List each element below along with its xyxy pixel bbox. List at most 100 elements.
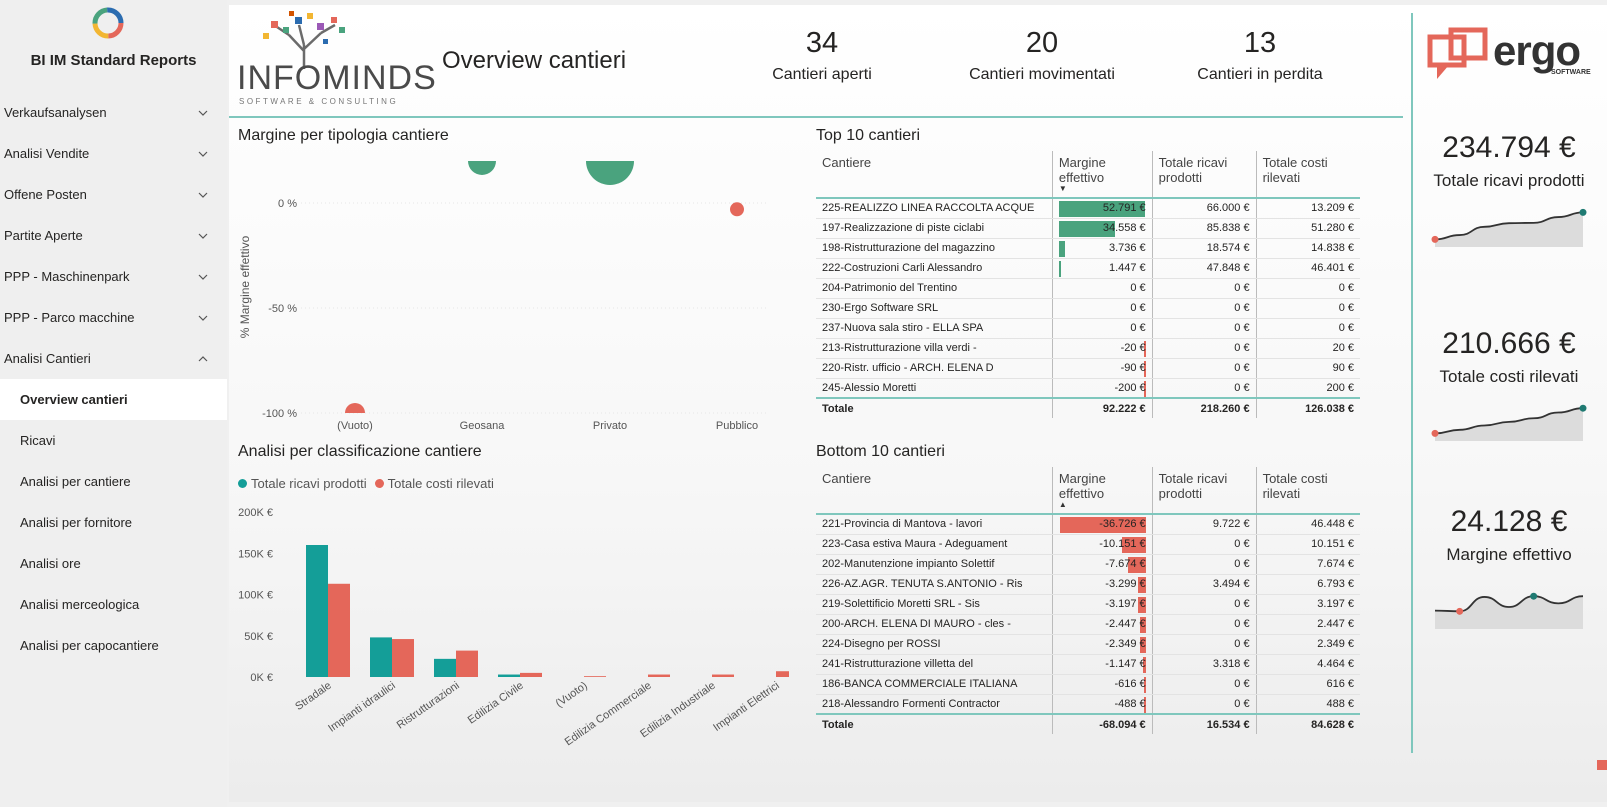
bar-costi[interactable] bbox=[328, 583, 350, 677]
bottom10-table: Cantiere Margine effettivo ▲ Totale ricavi … bbox=[816, 467, 1360, 734]
table-header-row: Cantiere Margine effettivo ▼ Totale ricavi … bbox=[816, 151, 1360, 199]
legend-label: Totale costi rilevati bbox=[387, 476, 494, 491]
bar-costi[interactable] bbox=[392, 639, 414, 677]
y-tick-label: 100K € bbox=[238, 590, 273, 602]
table-row[interactable]: 245-Alessio Moretti -200 € 0 €200 € bbox=[816, 378, 1360, 399]
header-divider bbox=[229, 116, 1403, 118]
cell-costi: 3.197 € bbox=[1255, 594, 1360, 615]
table-row[interactable]: 223-Casa estiva Maura - Adeguament -10.15… bbox=[816, 534, 1360, 555]
nav-section-partite-aperte[interactable]: Partite Aperte bbox=[0, 215, 227, 256]
bar-costi[interactable] bbox=[520, 672, 542, 677]
nav-section-ppp-parco-macchine[interactable]: PPP - Parco macchine bbox=[0, 297, 227, 338]
table-row[interactable]: 213-Ristrutturazione villa verdi - -20 € 0… bbox=[816, 338, 1360, 359]
column-header[interactable]: Totale ricavi prodotti bbox=[1151, 151, 1257, 199]
table-row[interactable]: 200-ARCH. ELENA DI MAURO - cles - -2.447 … bbox=[816, 614, 1360, 635]
card-label: Totale costi rilevati bbox=[1439, 367, 1579, 386]
nav-item-analisi-ore[interactable]: Analisi ore bbox=[0, 543, 227, 584]
nav-section-ppp-maschinenpark[interactable]: PPP - Maschinenpark bbox=[0, 256, 227, 297]
table-row[interactable]: 226-AZ.AGR. TENUTA S.ANTONIO - Ris -3.299… bbox=[816, 574, 1360, 595]
bar-costi[interactable] bbox=[648, 674, 670, 677]
column-header[interactable]: Totale ricavi prodotti bbox=[1151, 467, 1257, 515]
bar-ricavi[interactable] bbox=[370, 637, 392, 677]
nav-item-ricavi[interactable]: Ricavi bbox=[0, 420, 227, 461]
cell-ricavi: 0 € bbox=[1151, 338, 1257, 359]
table-row[interactable]: 204-Patrimonio del Trentino 0 €0 €0 € bbox=[816, 278, 1360, 299]
table-row[interactable]: 202-Manutenzione impianto Solettif -7.674… bbox=[816, 554, 1360, 575]
table-row[interactable]: 222-Costruzioni Carli Alessandro 1.447 € 4… bbox=[816, 258, 1360, 279]
column-header[interactable]: Totale costi rilevati bbox=[1255, 151, 1360, 199]
kpi-value: 34 bbox=[805, 27, 839, 59]
scatter-point[interactable] bbox=[586, 151, 634, 185]
nav-section-offene-posten[interactable]: Offene Posten bbox=[0, 174, 227, 215]
column-header[interactable]: Margine effettivo ▲ bbox=[1051, 467, 1153, 515]
table-row[interactable]: 224-Disegno per ROSSI -2.349 € 0 €2.349 € bbox=[816, 634, 1360, 655]
column-header[interactable]: Cantiere bbox=[816, 467, 1053, 515]
cell-ricavi: 9.722 € bbox=[1151, 514, 1257, 535]
nav-section-verkaufsanalysen[interactable]: Verkaufsanalysen bbox=[0, 92, 227, 133]
column-header[interactable]: Margine effettivo ▼ bbox=[1051, 151, 1153, 199]
nav-item-analisi-merceologica[interactable]: Analisi merceologica bbox=[0, 584, 227, 625]
table-row[interactable]: 241-Ristrutturazione villetta del -1.147 … bbox=[816, 654, 1360, 675]
table-row[interactable]: 197-Realizzazione di piste ciclabi 34.558… bbox=[816, 218, 1360, 239]
table-row[interactable]: 219-Solettificio Moretti SRL - Sis -3.197… bbox=[816, 594, 1360, 615]
cell-value: -616 € bbox=[1114, 678, 1146, 690]
nav-section-analisi-cantieri[interactable]: Analisi Cantieri bbox=[0, 338, 227, 379]
nav-section-label: Analisi Vendite bbox=[4, 146, 90, 161]
ergo-logo-text: ergo bbox=[1493, 27, 1581, 74]
bar-costi[interactable] bbox=[456, 650, 478, 677]
scatter-point[interactable] bbox=[730, 202, 744, 217]
scatter-point[interactable] bbox=[468, 151, 496, 175]
cell-value: 34.558 € bbox=[1102, 222, 1146, 234]
table-row[interactable]: 230-Ergo Software SRL 0 €0 €0 € bbox=[816, 298, 1360, 319]
cell-cantiere: 222-Costruzioni Carli Alessandro bbox=[816, 258, 1053, 279]
x-tick-label: Impianti Elettrici bbox=[711, 680, 781, 734]
table-row[interactable]: 218-Alessandro Formenti Contractor -488 €… bbox=[816, 694, 1360, 715]
bar-costi[interactable] bbox=[712, 674, 734, 677]
cell-ricavi: 0 € bbox=[1151, 318, 1257, 339]
table-row[interactable]: 220-Ristr. ufficio - ARCH. ELENA D -90 € 0… bbox=[816, 358, 1360, 379]
data-bar bbox=[1140, 636, 1146, 653]
cell-cantiere: 230-Ergo Software SRL bbox=[816, 298, 1053, 319]
cell-costi: 90 € bbox=[1255, 358, 1360, 379]
y-tick-label: -50 % bbox=[268, 303, 297, 315]
nav-item-analisi-per-fornitore[interactable]: Analisi per fornitore bbox=[0, 502, 227, 543]
bar-costi[interactable] bbox=[776, 671, 789, 677]
bar-ricavi[interactable] bbox=[306, 545, 328, 677]
nav-section-analisi-vendite[interactable]: Analisi Vendite bbox=[0, 133, 227, 174]
table-row[interactable]: 237-Nuova sala stiro - ELLA SPA 0 €0 €0 € bbox=[816, 318, 1360, 339]
scatter-point[interactable] bbox=[345, 403, 365, 423]
nav-item-analisi-per-capocantiere[interactable]: Analisi per capocantiere bbox=[0, 625, 227, 666]
sparkline-line bbox=[1434, 211, 1584, 241]
cell-costi: 46.401 € bbox=[1255, 258, 1360, 279]
x-tick-label: Stradale bbox=[293, 680, 333, 713]
page-title: Overview cantieri bbox=[442, 47, 627, 74]
data-bar bbox=[1144, 380, 1146, 397]
bar-costi[interactable] bbox=[584, 676, 606, 677]
nav-item-overview-cantieri[interactable]: Overview cantieri bbox=[0, 379, 227, 420]
bar-ricavi[interactable] bbox=[498, 674, 520, 677]
cell-margine: 52.791 € bbox=[1051, 198, 1153, 219]
table-row[interactable]: 225-REALIZZO LINEA RACCOLTA ACQUE 52.791 … bbox=[816, 198, 1360, 219]
nav-item-analisi-per-cantiere[interactable]: Analisi per cantiere bbox=[0, 461, 227, 502]
column-header[interactable]: Cantiere bbox=[816, 151, 1053, 199]
cell-cantiere: 224-Disegno per ROSSI bbox=[816, 634, 1053, 655]
cell-cantiere: 198-Ristrutturazione del magazzino bbox=[816, 238, 1053, 259]
kpi-cantieri-movimentati: 20 Cantieri movimentati bbox=[942, 27, 1142, 84]
app-logo-icon bbox=[92, 7, 124, 39]
cell-cantiere: 200-ARCH. ELENA DI MAURO - cles - bbox=[816, 614, 1053, 635]
bar-ricavi[interactable] bbox=[434, 658, 456, 677]
cell-margine: 0 € bbox=[1051, 298, 1153, 319]
ergo-logo-subtext: SOFTWARE bbox=[1551, 69, 1591, 76]
logo-text: INFOMINDS bbox=[237, 59, 437, 97]
nav-section-label: Verkaufsanalysen bbox=[4, 105, 107, 120]
chevron-up-icon bbox=[198, 356, 208, 362]
cell-value: -3.197 € bbox=[1105, 598, 1146, 610]
column-header[interactable]: Totale costi rilevati bbox=[1255, 467, 1360, 515]
total-costi: 126.038 € bbox=[1255, 397, 1360, 418]
cell-margine: -1.147 € bbox=[1051, 654, 1153, 675]
table-row[interactable]: 198-Ristrutturazione del magazzino 3.736 … bbox=[816, 238, 1360, 259]
table-row[interactable]: 221-Provincia di Mantova - lavori -36.726… bbox=[816, 514, 1360, 535]
table-row[interactable]: 186-BANCA COMMERCIALE ITALIANA -616 € 0 €6… bbox=[816, 674, 1360, 695]
chevron-down-icon bbox=[198, 274, 208, 280]
y-tick-label: -100 % bbox=[262, 408, 297, 420]
